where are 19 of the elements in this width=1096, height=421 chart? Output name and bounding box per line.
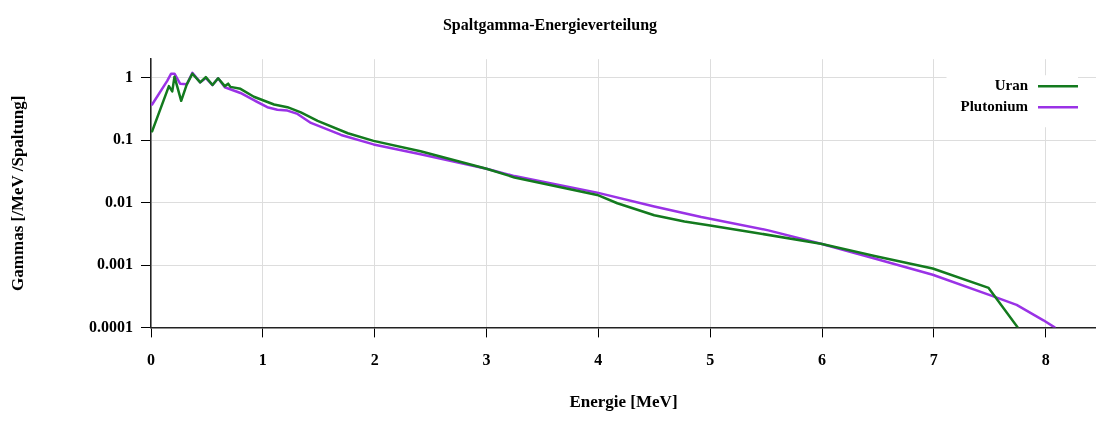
y-tick-label: 0.0001 bbox=[89, 317, 133, 335]
y-tick-label: 1 bbox=[125, 68, 133, 86]
y-tick-label: 0.001 bbox=[97, 255, 133, 273]
x-axis-title: Energie [MeV] bbox=[569, 392, 678, 412]
x-tick-label: 5 bbox=[706, 351, 715, 369]
legend-label: Uran bbox=[994, 77, 1029, 94]
legend-label: Plutonium bbox=[960, 98, 1029, 115]
x-tick-label: 7 bbox=[929, 351, 938, 369]
chart-title: Spaltgamma-Energieverteilung bbox=[442, 15, 658, 34]
x-tick-label: 1 bbox=[258, 351, 267, 369]
x-tick-label: 3 bbox=[482, 351, 491, 369]
x-tick-label: 6 bbox=[818, 351, 827, 369]
y-tick-label: 0.01 bbox=[105, 192, 133, 210]
x-tick-label: 2 bbox=[370, 351, 379, 369]
y-tick-label: 0.1 bbox=[113, 130, 133, 148]
y-axis-title: Gammas [/MeV /Spaltung] bbox=[7, 95, 27, 291]
x-tick-label: 8 bbox=[1041, 351, 1050, 369]
x-tick-label: 0 bbox=[147, 351, 155, 369]
x-tick-label: 4 bbox=[594, 351, 603, 369]
